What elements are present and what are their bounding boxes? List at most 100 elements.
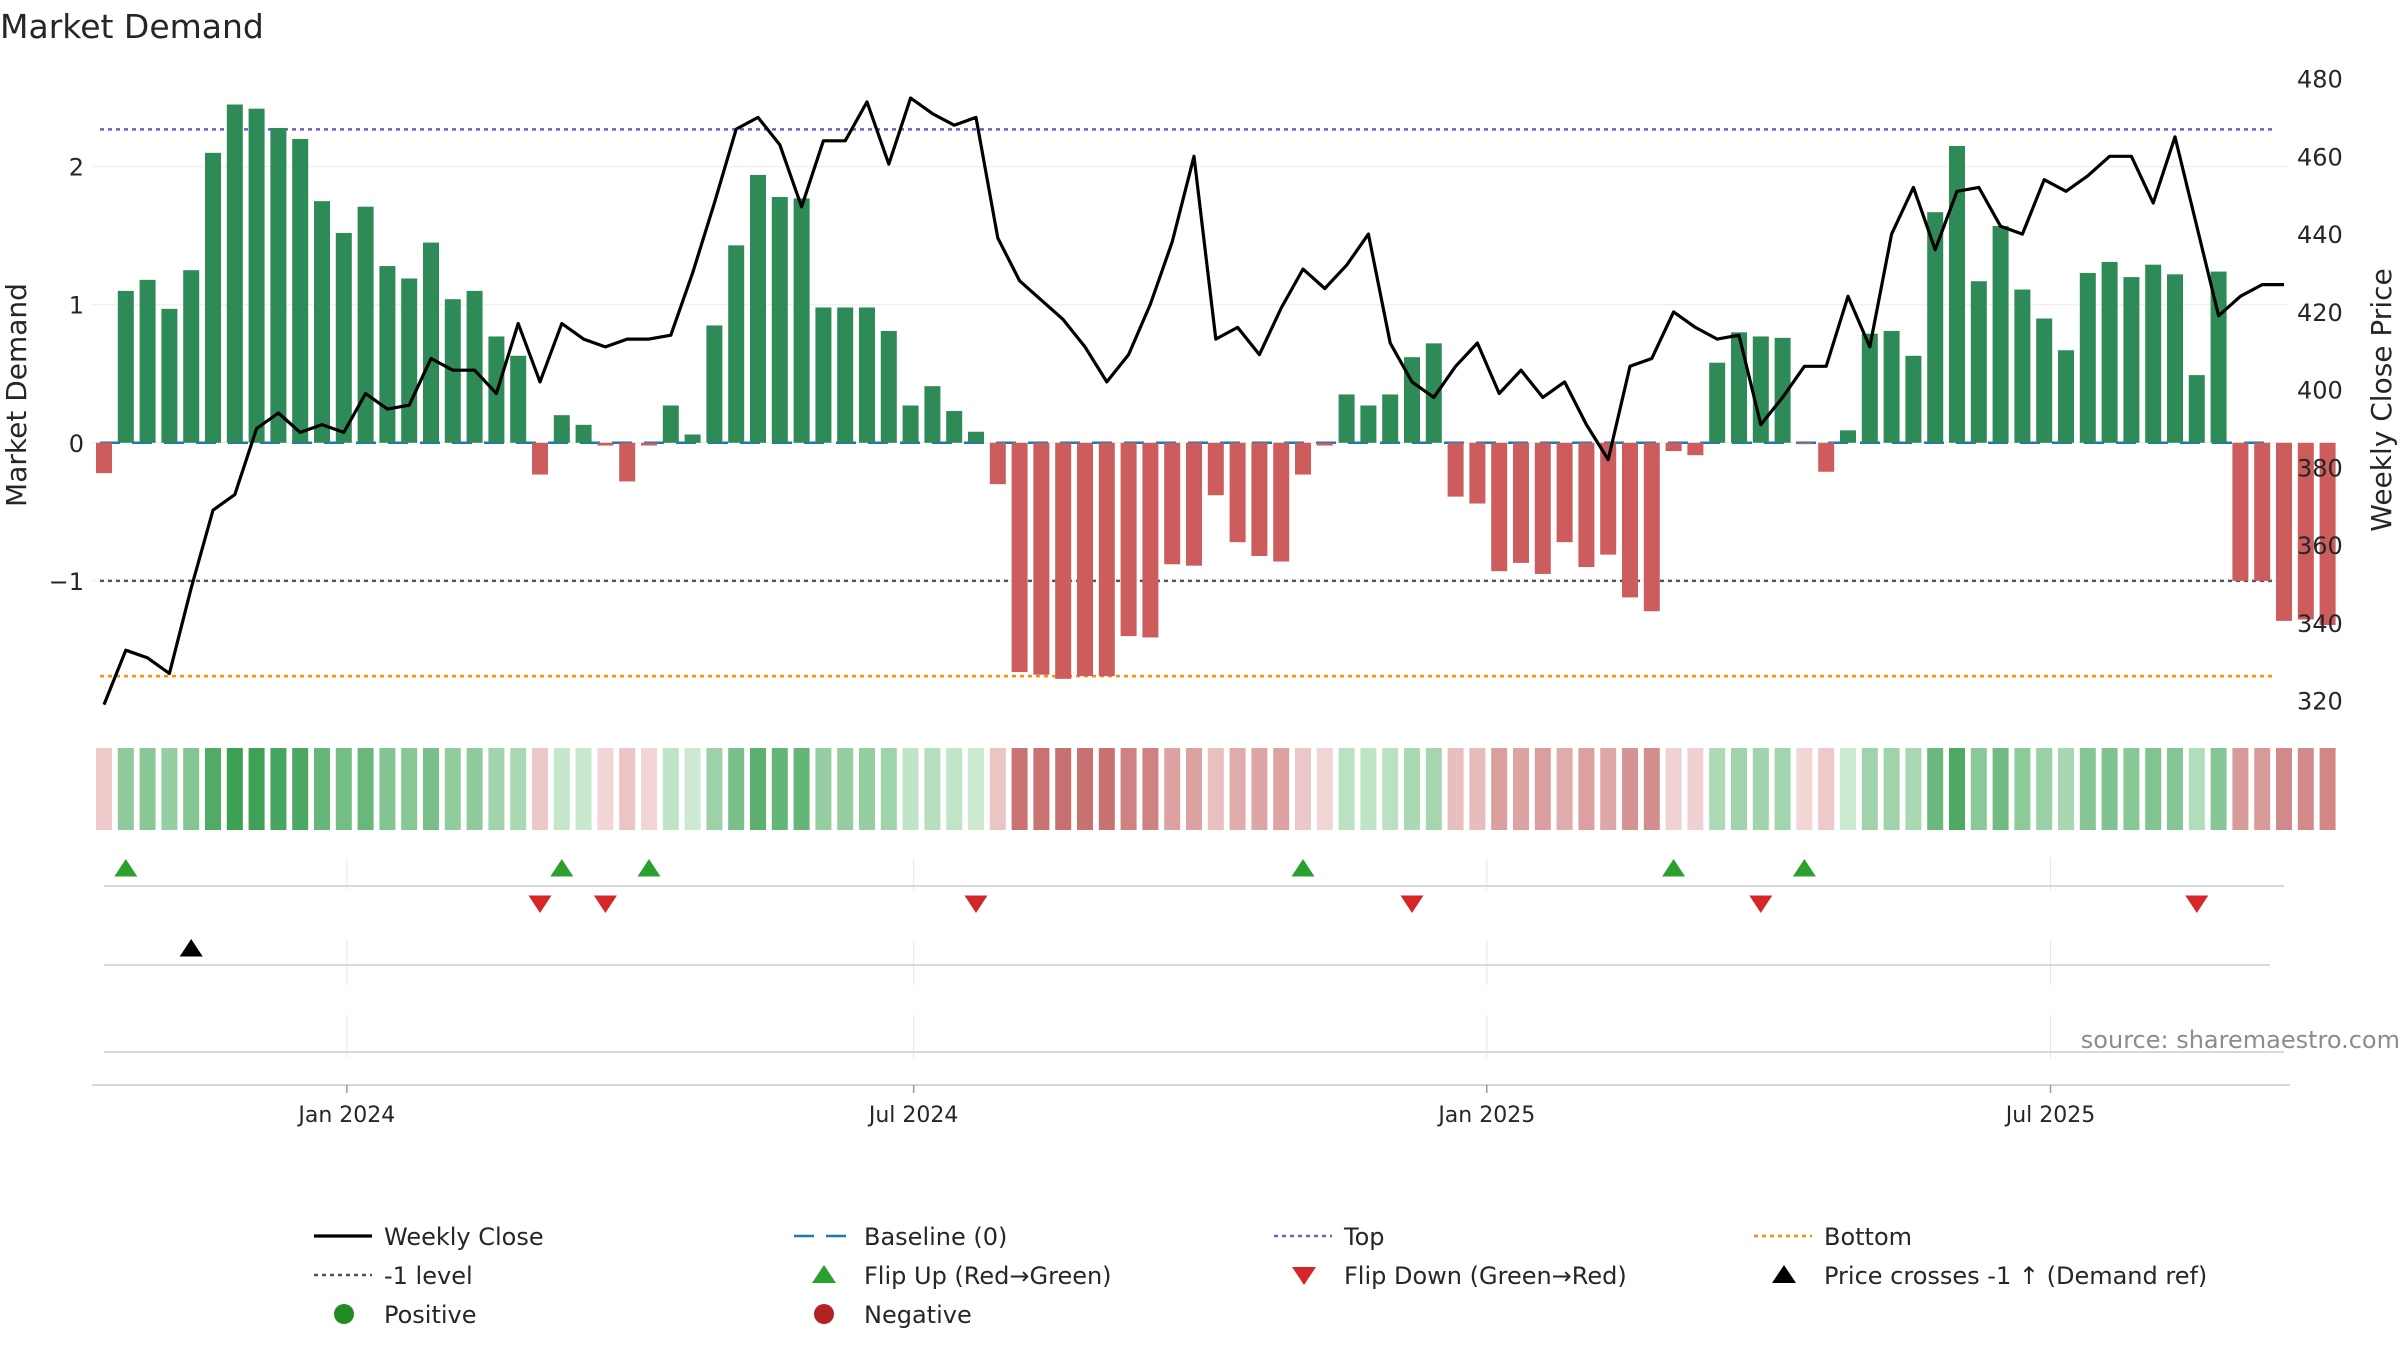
heat-cell — [1774, 748, 1791, 830]
demand-bar — [2079, 272, 2096, 443]
right-tick-label: 320 — [2297, 688, 2343, 716]
right-tick-label: 460 — [2297, 143, 2343, 171]
heat-cell — [1709, 748, 1726, 830]
heat-cell — [684, 748, 701, 830]
heat-cell — [2254, 748, 2271, 830]
demand-bar — [1338, 394, 1355, 443]
heat-cell — [1120, 748, 1137, 830]
weekly-close-series — [102, 96, 2284, 706]
heat-cell — [1687, 748, 1704, 830]
demand-bar — [684, 434, 701, 443]
heat-cell — [1207, 748, 1224, 830]
demand-bar — [335, 232, 352, 443]
demand-bar — [1229, 442, 1246, 543]
demand-bar — [205, 152, 221, 443]
left-tick-label: 0 — [69, 430, 84, 458]
heat-cell — [510, 748, 527, 830]
demand-bar — [1295, 442, 1311, 475]
heat-cell — [706, 748, 723, 830]
heat-cell — [2167, 748, 2183, 830]
heat-cell — [946, 748, 963, 830]
flip-up-marker — [1291, 859, 1315, 877]
demand-bar — [1949, 145, 1965, 443]
demand-bar — [815, 307, 832, 443]
demand-bar — [1513, 442, 1529, 563]
heat-cell — [771, 748, 788, 830]
demand-bar — [161, 308, 178, 443]
demand-bar — [2297, 442, 2314, 620]
heat-cell — [401, 748, 418, 830]
right-axis-ticks: 320 340 360 380 400 420 440 460 480 — [2297, 66, 2343, 716]
demand-bar — [706, 325, 723, 443]
demand-bar — [1469, 442, 1486, 504]
demand-bar — [1970, 281, 1987, 443]
heat-cell — [2297, 748, 2314, 830]
heat-cell — [2319, 748, 2336, 830]
demand-bar — [1752, 336, 1769, 443]
heat-cell — [183, 748, 200, 830]
demand-bar — [1643, 442, 1660, 612]
legend-label: Flip Down (Green→Red) — [1344, 1262, 1627, 1290]
heat-cell — [1731, 748, 1747, 830]
heat-cell — [1556, 748, 1573, 830]
demand-bar — [641, 442, 657, 446]
weekly-close-line — [102, 96, 2284, 706]
demand-bar — [466, 290, 483, 443]
right-tick-label: 400 — [2297, 377, 2343, 405]
heat-cell — [1796, 748, 1813, 830]
right-tick-label: 360 — [2297, 532, 2343, 560]
left-tick-label: −1 — [49, 568, 84, 596]
demand-bar — [1098, 442, 1115, 677]
heat-cell — [880, 748, 897, 830]
demand-bar — [139, 279, 156, 443]
demand-bar — [2319, 442, 2336, 626]
demand-bar — [357, 206, 374, 443]
demand-bar — [880, 330, 897, 443]
heat-cell — [1142, 748, 1159, 830]
legend-label: Negative — [864, 1301, 972, 1329]
demand-bar — [2145, 264, 2162, 443]
heat-cell — [1033, 748, 1050, 830]
demand-bar — [1578, 442, 1595, 568]
heat-cell — [1600, 748, 1617, 830]
heat-cell — [793, 748, 810, 830]
demand-bar — [2254, 442, 2271, 581]
heat-cell — [641, 748, 657, 830]
legend-symbol — [814, 1304, 834, 1324]
right-tick-label: 380 — [2297, 454, 2343, 482]
x-tick-label: Jan 2024 — [296, 1103, 395, 1128]
heat-cell — [1425, 748, 1442, 830]
heat-cell — [335, 748, 352, 830]
demand-heat-strip — [96, 748, 2336, 830]
source-label: source: sharemaestro.com — [2081, 1026, 2400, 1054]
heat-cell — [1360, 748, 1377, 830]
demand-bar — [553, 415, 570, 443]
heat-cell — [2232, 748, 2249, 830]
demand-bar — [292, 139, 309, 443]
heat-cell — [2188, 748, 2205, 830]
left-tick-label: 2 — [69, 154, 84, 182]
demand-bar — [1055, 442, 1072, 679]
heat-cell — [314, 748, 330, 830]
heat-cell — [532, 748, 548, 830]
heat-cell — [1643, 748, 1660, 830]
demand-bar — [2276, 442, 2292, 621]
right-tick-label: 420 — [2297, 299, 2343, 327]
heat-cell — [205, 748, 221, 830]
demand-bar — [2014, 289, 2031, 443]
heat-cell — [575, 748, 592, 830]
demand-bar — [117, 290, 134, 443]
demand-bar — [1905, 355, 1922, 443]
demand-bar — [859, 307, 875, 443]
heat-cell — [902, 748, 919, 830]
demand-bar — [1447, 442, 1464, 497]
demand-bar — [510, 355, 527, 443]
price-cross-marker — [179, 939, 203, 957]
heat-cell — [1818, 748, 1835, 830]
heat-cell — [750, 748, 766, 830]
legend-label: Top — [1343, 1223, 1385, 1251]
heat-cell — [466, 748, 483, 830]
demand-bar — [1883, 330, 1900, 443]
demand-bar — [1556, 442, 1573, 543]
heat-cell — [2210, 748, 2227, 830]
